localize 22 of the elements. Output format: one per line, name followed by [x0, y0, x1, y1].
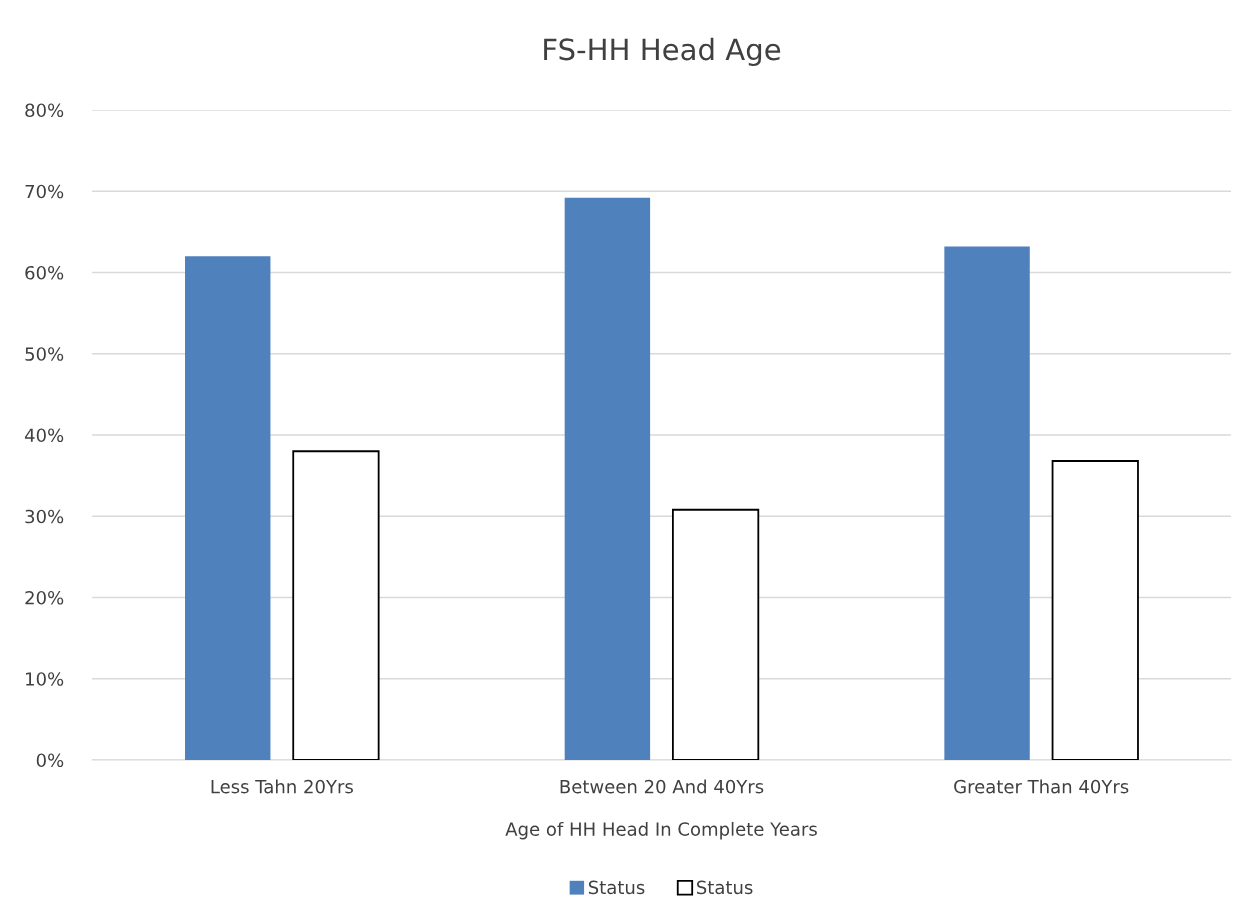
- y-tick-label: 0%: [36, 753, 64, 768]
- x-axis-title: Age of HH Head In Complete Years: [505, 821, 817, 840]
- legend-label: Status: [697, 880, 753, 895]
- x-tick-label: Less Tahn 20Yrs: [211, 779, 353, 794]
- chart-title: FS-HH Head Age: [544, 37, 781, 67]
- bar: [671, 508, 760, 760]
- bar: [292, 450, 380, 760]
- x-tick-label: Greater Than 40Yrs: [954, 779, 1129, 794]
- y-tick-label: 40%: [24, 428, 64, 443]
- y-tick-label: 50%: [25, 347, 64, 361]
- y-tick-label: 20%: [25, 590, 64, 605]
- bar: [1051, 460, 1139, 760]
- y-tick-label: 70%: [25, 184, 64, 199]
- y-tick-label: 10%: [26, 672, 64, 686]
- y-tick-label: 30%: [25, 509, 64, 524]
- bar: [564, 197, 651, 760]
- y-tick-label: 80%: [25, 103, 64, 118]
- y-tick-label: 60%: [25, 265, 64, 280]
- bar: [185, 256, 271, 760]
- legend-label: Status: [588, 880, 645, 895]
- x-tick-label: Between 20 And 40Yrs: [560, 779, 764, 794]
- bar: [944, 246, 1030, 760]
